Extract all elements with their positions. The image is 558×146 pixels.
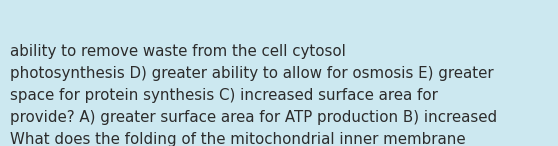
Text: space for protein synthesis C) increased surface area for: space for protein synthesis C) increased… [10, 88, 438, 103]
Text: What does the folding of the mitochondrial inner membrane: What does the folding of the mitochondri… [10, 132, 465, 146]
Text: provide? A) greater surface area for ATP production B) increased: provide? A) greater surface area for ATP… [10, 110, 497, 125]
Text: photosynthesis D) greater ability to allow for osmosis E) greater: photosynthesis D) greater ability to all… [10, 66, 494, 81]
Text: ability to remove waste from the cell cytosol: ability to remove waste from the cell cy… [10, 44, 346, 59]
